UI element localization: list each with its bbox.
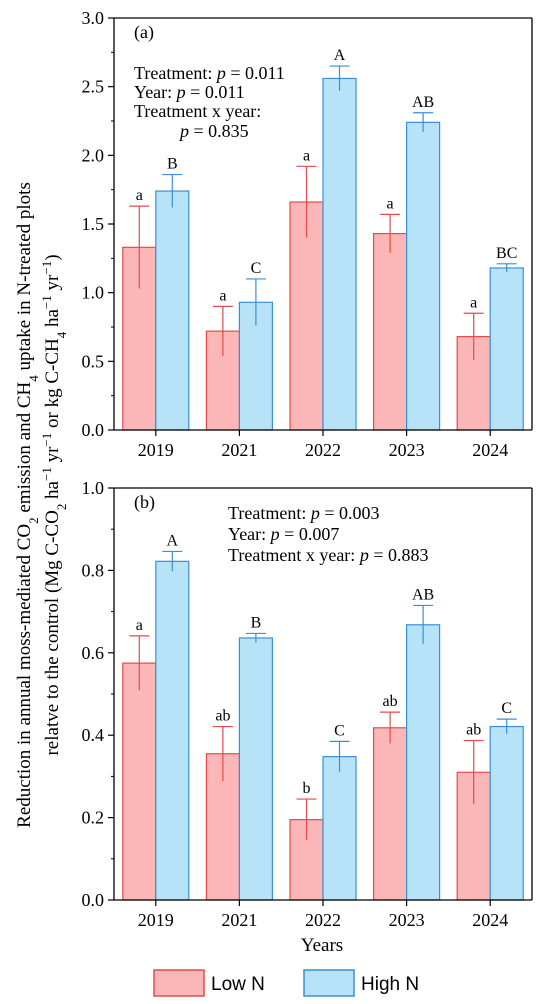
panel-a-ytick-label-2.5: 2.5 — [82, 77, 105, 97]
panel-b-bar-high-2023 — [406, 624, 441, 901]
panel-a-bar-high-2024 — [489, 267, 524, 431]
panel-a-xtick-label-2021: 2021 — [221, 440, 257, 460]
panel-a-letter-low-2022: a — [303, 147, 310, 164]
panel-b-xtick-label-2024: 2024 — [472, 910, 508, 930]
panel-a-bar-high-2023 — [406, 121, 441, 431]
panel-b-letter-low-2024: ab — [466, 722, 481, 739]
legend: Low N High N — [153, 969, 419, 997]
y-axis-title: Reduction in annual moss-mediated CO2 em… — [14, 182, 69, 828]
y-axis-title-line2: relatve to the control (Mg C-CO2 ha−1 yr… — [39, 254, 69, 755]
panel-a-ytick-label-1.5: 1.5 — [82, 214, 105, 234]
legend-label-high: High N — [361, 974, 419, 995]
panel-b-bar-high-2021 — [238, 637, 273, 901]
panel-b-xtick-label-2021: 2021 — [221, 910, 257, 930]
panel-b-stat-interaction: Treatment x year: p = 0.883 — [228, 545, 428, 565]
panel-a-xtick-label-2024: 2024 — [472, 440, 508, 460]
panel-a-xtick-label-2019: 2019 — [138, 440, 174, 460]
panel-b-stat-year: Year: p = 0.007 — [228, 524, 339, 544]
panel-b-ytick-label-0.6: 0.6 — [82, 643, 105, 663]
panel-b-letter-low-2019: a — [136, 617, 143, 634]
legend-swatch-high — [303, 969, 355, 997]
panel-a-ytick-label-3.0: 3.0 — [82, 8, 105, 28]
panel-b-letter-low-2022: b — [303, 780, 311, 797]
panel-b-bar-low-2023 — [373, 727, 408, 901]
panel-a-stat-interaction: Treatment x year: — [134, 101, 261, 121]
panel-b-xtick-label-2023: 2023 — [389, 910, 425, 930]
panel-b-ytick-label-1.0: 1.0 — [82, 478, 105, 498]
panel-a-stat-year: Year: p = 0.011 — [134, 82, 245, 102]
panel-a-stat-interaction-p: p = 0.835 — [178, 121, 249, 141]
panel-a-letter-high-2021: C — [251, 260, 262, 277]
panel-a-stats: (a) Treatment: p = 0.011 Year: p = 0.011… — [134, 22, 285, 141]
y-axis-title-line1: Reduction in annual moss-mediated CO2 em… — [14, 182, 41, 828]
panel-b-ytick-label-0.8: 0.8 — [82, 560, 105, 580]
panel-a-ytick-label-1.0: 1.0 — [82, 283, 105, 303]
panel-a-label: (a) — [134, 22, 154, 43]
panel-b-ytick-label-0.2: 0.2 — [82, 808, 105, 828]
panel-b-letter-low-2023: ab — [383, 693, 398, 710]
panel-a-letter-low-2019: a — [136, 187, 143, 204]
legend-swatch-low — [153, 969, 205, 997]
panel-b-label: (b) — [134, 492, 155, 513]
panel-a-letter-low-2023: a — [387, 195, 394, 212]
legend-label-low: Low N — [211, 974, 265, 995]
panel-a-letter-high-2024: BC — [496, 245, 517, 262]
panel-a-letter-high-2019: B — [167, 156, 178, 173]
panel-b-letter-high-2021: B — [251, 614, 262, 631]
panel-b-bar-high-2022 — [322, 756, 357, 901]
panel-a-stat-treatment: Treatment: p = 0.011 — [134, 63, 285, 83]
panel-a-ytick-label-2.0: 2.0 — [82, 145, 105, 165]
panel-b-xtick-label-2019: 2019 — [138, 910, 174, 930]
panel-b-stat-treatment: Treatment: p = 0.003 — [228, 503, 379, 523]
panel-a-letter-low-2024: a — [470, 294, 477, 311]
panel-b-letter-high-2022: C — [334, 722, 345, 739]
panel-b-bar-high-2024 — [489, 725, 524, 901]
panel-a-bar-low-2023 — [373, 233, 408, 431]
panel-a-bar-high-2019 — [155, 190, 190, 431]
panel-a-letter-high-2022: A — [334, 47, 346, 64]
panel-a-letter-high-2023: AB — [412, 94, 434, 111]
panel-a-ytick-label-0.0: 0.0 — [82, 420, 105, 440]
panel-b-stats: (b) Treatment: p = 0.003 Year: p = 0.007… — [134, 492, 428, 565]
panel-b-letter-high-2019: A — [167, 532, 179, 549]
panel-a-xtick-label-2022: 2022 — [305, 440, 341, 460]
panel-b-letter-high-2024: C — [501, 700, 512, 717]
panel-b-ytick-label-0.0: 0.0 — [82, 890, 105, 910]
panel-a-letter-low-2021: a — [219, 287, 226, 304]
panel-b-bar-high-2019 — [155, 560, 190, 901]
panel-b-ytick-label-0.4: 0.4 — [82, 725, 105, 745]
panel-b-letter-high-2023: AB — [412, 586, 434, 603]
panel-b-letter-low-2021: ab — [215, 708, 230, 725]
panel-b-xtick-label-2022: 2022 — [305, 910, 341, 930]
panel-b-bar-low-2019 — [122, 662, 157, 901]
panel-a-bar-high-2022 — [322, 77, 357, 431]
panel-a-ytick-label-0.5: 0.5 — [82, 351, 105, 371]
x-axis-title: Years — [301, 935, 343, 956]
panel-a-xtick-label-2023: 2023 — [389, 440, 425, 460]
